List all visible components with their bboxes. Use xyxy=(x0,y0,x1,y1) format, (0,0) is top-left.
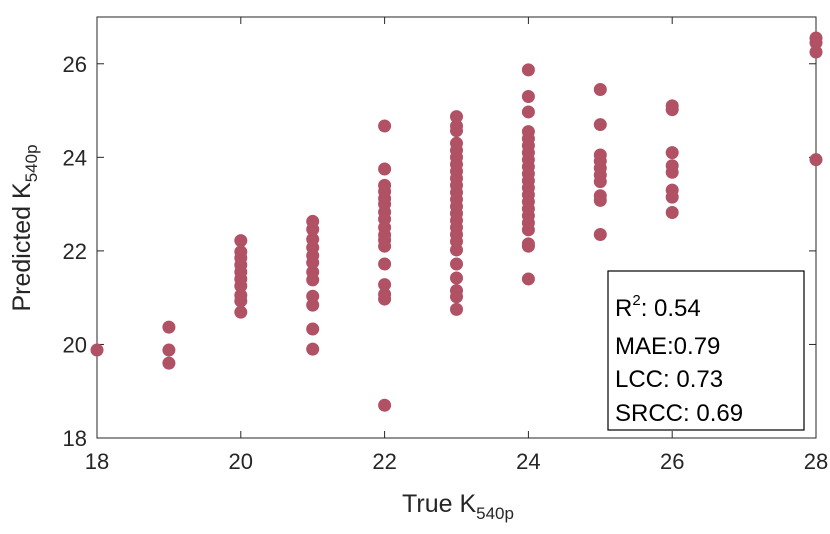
data-point xyxy=(90,343,104,357)
x-tick-label: 28 xyxy=(804,449,828,474)
data-point xyxy=(162,320,176,334)
data-point xyxy=(521,90,535,104)
data-point xyxy=(378,162,392,176)
data-point xyxy=(809,45,823,59)
data-point xyxy=(450,119,463,133)
data-point xyxy=(162,356,176,370)
stats-r2-label: R xyxy=(615,295,632,322)
data-point xyxy=(593,148,607,162)
stats-box: R2: 0.54 MAE:0.79 LCC: 0.73 SRCC: 0.69 xyxy=(607,270,805,431)
y-tick-label: 22 xyxy=(63,239,87,264)
data-point xyxy=(450,136,463,150)
y-axis-label: Predicted K540p xyxy=(8,144,41,311)
data-point xyxy=(521,105,535,119)
data-point xyxy=(521,272,535,286)
stats-srcc: SRCC: 0.69 xyxy=(615,400,743,427)
data-point xyxy=(234,305,248,319)
data-point xyxy=(234,288,248,302)
x-axis-label-main: True K xyxy=(402,490,476,518)
y-tick-label: 26 xyxy=(63,52,87,77)
stats-box-frame xyxy=(607,270,805,431)
data-point xyxy=(665,206,679,220)
data-point xyxy=(162,343,176,357)
data-point xyxy=(450,302,463,316)
data-point xyxy=(306,214,320,228)
y-axis-label-main: Predicted K xyxy=(8,182,36,312)
data-point xyxy=(593,189,607,203)
data-point xyxy=(306,232,320,246)
axis-ticks: 18 20 22 24 26 28 18 20 22 24 26 xyxy=(63,17,828,474)
data-point xyxy=(450,257,463,271)
data-point xyxy=(378,257,392,271)
x-tick-label: 22 xyxy=(372,449,396,474)
data-point xyxy=(234,234,248,248)
data-point xyxy=(665,159,679,173)
x-axis-label: True K540p xyxy=(402,490,514,523)
data-point xyxy=(378,178,392,192)
x-tick-label: 26 xyxy=(660,449,684,474)
data-point xyxy=(809,31,823,45)
data-point xyxy=(521,125,535,139)
data-point xyxy=(521,237,535,251)
x-tick-label: 18 xyxy=(85,449,109,474)
data-point xyxy=(521,63,535,77)
data-point xyxy=(378,119,392,133)
x-tick-label: 24 xyxy=(516,449,540,474)
data-point xyxy=(306,289,320,303)
data-point xyxy=(665,183,679,197)
data-point xyxy=(593,118,607,132)
data-point xyxy=(665,146,679,160)
data-point xyxy=(306,265,320,279)
x-tick-label: 20 xyxy=(229,449,253,474)
y-tick-label: 18 xyxy=(63,426,87,451)
data-point xyxy=(378,287,392,301)
y-axis-label-subscript: 540p xyxy=(22,144,41,182)
data-point xyxy=(450,110,463,124)
data-point xyxy=(306,322,320,336)
data-point xyxy=(450,271,463,285)
stats-lcc: LCC: 0.73 xyxy=(615,366,723,393)
data-point xyxy=(809,153,823,167)
data-points xyxy=(90,31,823,412)
data-point xyxy=(593,83,607,97)
data-point xyxy=(450,284,463,298)
data-point xyxy=(378,278,392,292)
data-point xyxy=(306,342,320,356)
data-point xyxy=(593,228,607,242)
data-point xyxy=(234,245,248,259)
y-tick-label: 24 xyxy=(63,145,87,170)
x-axis-label-subscript: 540p xyxy=(476,504,514,523)
stats-r2-value: : 0.54 xyxy=(641,295,701,322)
data-point xyxy=(665,99,679,113)
stats-mae: MAE:0.79 xyxy=(615,333,720,360)
stats-r2-superscript: 2 xyxy=(632,292,640,309)
stats-r2: R2: 0.54 xyxy=(615,292,701,322)
data-point xyxy=(306,298,320,312)
data-point xyxy=(378,398,392,412)
y-tick-label: 20 xyxy=(63,332,87,357)
